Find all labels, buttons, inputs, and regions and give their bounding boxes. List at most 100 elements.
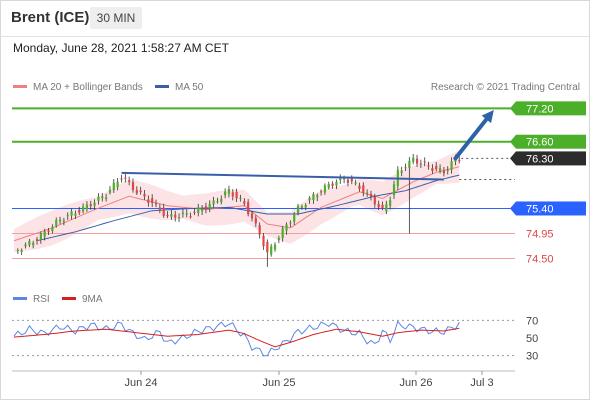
candle-body <box>32 242 35 246</box>
candle-body <box>358 185 361 189</box>
candle-body <box>400 170 403 173</box>
candle-body <box>415 158 419 164</box>
candle-body <box>258 225 261 235</box>
candle-body <box>212 200 215 205</box>
candle-body <box>262 235 265 247</box>
candle-body <box>227 189 231 194</box>
candle-body <box>24 244 27 247</box>
candle-body <box>346 179 350 183</box>
candle-body <box>366 192 369 194</box>
candle-body <box>296 205 300 213</box>
x-axis-label: Jun 25 <box>262 377 295 389</box>
candle-body <box>97 196 100 201</box>
candle-body <box>200 208 204 212</box>
price-label-pointer <box>510 151 516 166</box>
price-label-pointer <box>510 201 516 216</box>
x-axis-label: Jun 24 <box>124 377 157 389</box>
price-label-pointer <box>510 101 516 116</box>
candle-body <box>389 200 392 206</box>
candle-body <box>85 204 89 210</box>
price-label-box <box>516 134 586 149</box>
candle-body <box>158 207 161 211</box>
legend-credit: Research © 2021 Trading Central <box>431 82 580 93</box>
candle-body <box>47 230 50 232</box>
candle-body <box>162 207 165 216</box>
candle-body <box>304 204 307 208</box>
forecast-arrow-head <box>481 110 494 124</box>
price-label-box <box>516 201 586 216</box>
price-label-text: 74.50 <box>526 254 554 266</box>
candle-body <box>442 170 446 174</box>
candle-body <box>208 203 211 209</box>
candle-body <box>174 214 177 218</box>
header-bar: Brent (ICE) 30 MIN <box>0 0 590 37</box>
candle-body <box>108 189 112 193</box>
candle-body <box>277 237 280 241</box>
candle-body <box>62 220 65 222</box>
candle-body <box>369 193 373 197</box>
candle-body <box>135 190 138 194</box>
rsi-line <box>13 320 460 357</box>
candle-body <box>273 244 277 250</box>
x-axis-label: Jul 3 <box>470 377 493 389</box>
candle-body <box>74 213 77 216</box>
candle-body <box>204 206 208 210</box>
candle-body <box>28 240 31 245</box>
candle-body <box>151 198 154 204</box>
candle-body <box>392 184 396 196</box>
candle-body <box>423 161 426 163</box>
candle-body <box>166 215 169 217</box>
candle-body <box>362 185 365 193</box>
candle-body <box>308 197 311 201</box>
candle-body <box>300 206 303 208</box>
candle-body <box>139 190 142 193</box>
candle-body <box>220 198 223 203</box>
candle-body <box>281 228 284 239</box>
candle-body <box>431 168 434 171</box>
candle-body <box>247 202 250 215</box>
rsi-tick-label: 50 <box>526 333 538 345</box>
candle-body <box>335 181 338 186</box>
candle-body <box>128 180 131 182</box>
candle-body <box>154 203 158 205</box>
candle-body <box>224 191 227 196</box>
candle-body <box>293 214 296 222</box>
candle-body <box>43 231 46 237</box>
candle-body <box>385 204 388 212</box>
candle-body <box>323 185 327 193</box>
candle-body <box>216 201 219 203</box>
candle-body <box>412 157 415 162</box>
legend-9ma-swatch <box>62 297 76 300</box>
candle-body <box>189 216 192 218</box>
candle-body <box>450 161 453 170</box>
legend-ma20-swatch <box>13 85 27 88</box>
legend-9ma-label: 9MA <box>82 294 103 305</box>
candle-body <box>327 184 330 188</box>
price-label-pointer <box>510 134 516 149</box>
candle-body <box>81 206 85 212</box>
forecast-arrow-shaft <box>453 117 489 161</box>
candle-body <box>197 207 200 214</box>
candle-body <box>66 215 69 217</box>
candle-body <box>181 212 184 215</box>
candle-body <box>101 196 104 199</box>
candle-body <box>373 196 376 205</box>
candle-body <box>254 217 257 224</box>
legend-rsi-swatch <box>13 297 27 300</box>
candle-body <box>177 217 181 219</box>
candle-body <box>131 182 135 191</box>
price-label-text: 77.20 <box>526 103 554 115</box>
candle-body <box>39 233 42 240</box>
price-label-box <box>516 101 586 116</box>
candle-body <box>270 246 273 255</box>
price-label-text: 76.60 <box>526 137 554 149</box>
legend-ma50-swatch <box>155 85 169 88</box>
rsi-tick-label: 70 <box>526 315 538 327</box>
timeframe-button[interactable]: 30 MIN <box>90 7 142 29</box>
candle-body <box>112 182 115 191</box>
candle-body <box>427 165 430 167</box>
candle-body <box>316 195 319 198</box>
candle-body <box>78 209 81 213</box>
candle-body <box>147 199 150 203</box>
